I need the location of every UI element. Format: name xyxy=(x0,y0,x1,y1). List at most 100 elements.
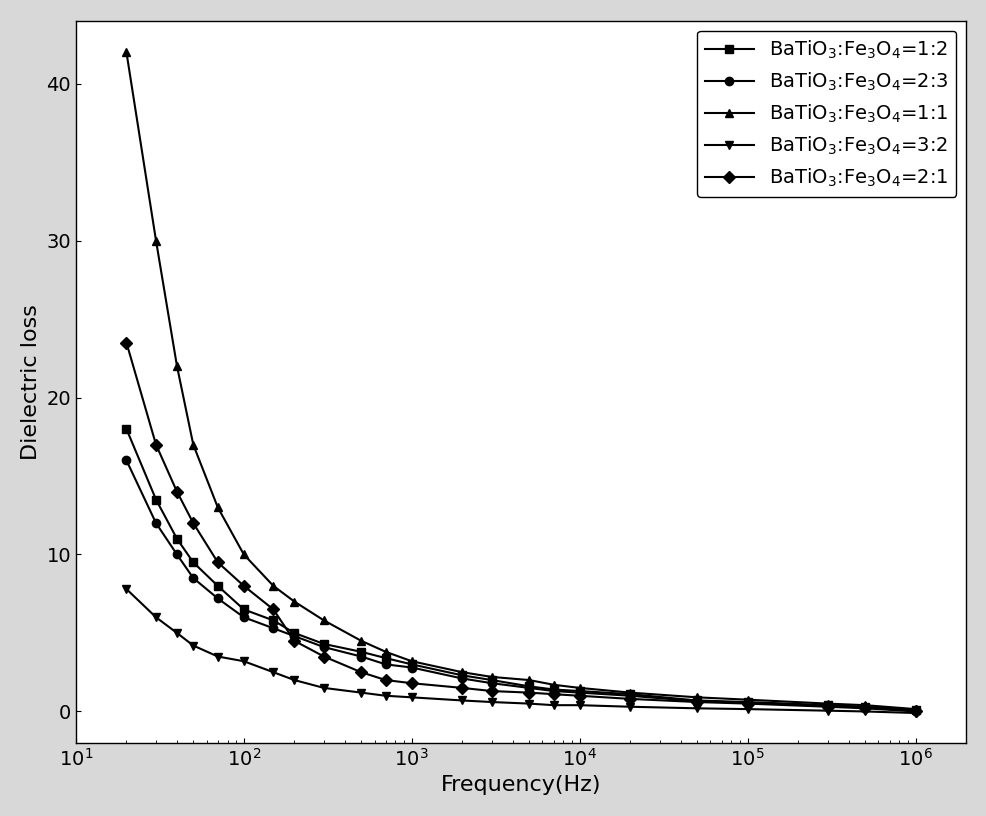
BaTiO$_3$:Fe$_3$O$_4$=2:3 xyxy=(238,612,249,622)
BaTiO$_3$:Fe$_3$O$_4$=1:1 xyxy=(523,675,534,685)
Line: BaTiO$_3$:Fe$_3$O$_4$=2:1: BaTiO$_3$:Fe$_3$O$_4$=2:1 xyxy=(122,339,919,716)
BaTiO$_3$:Fe$_3$O$_4$=2:3 xyxy=(317,642,329,652)
BaTiO$_3$:Fe$_3$O$_4$=1:1 xyxy=(380,647,391,657)
BaTiO$_3$:Fe$_3$O$_4$=2:3 xyxy=(858,703,870,712)
BaTiO$_3$:Fe$_3$O$_4$=3:2 xyxy=(120,584,132,594)
BaTiO$_3$:Fe$_3$O$_4$=2:3 xyxy=(523,683,534,693)
BaTiO$_3$:Fe$_3$O$_4$=3:2 xyxy=(547,700,559,710)
BaTiO$_3$:Fe$_3$O$_4$=1:1 xyxy=(485,672,497,682)
BaTiO$_3$:Fe$_3$O$_4$=2:1 xyxy=(456,683,467,693)
BaTiO$_3$:Fe$_3$O$_4$=1:2 xyxy=(267,615,279,625)
BaTiO$_3$:Fe$_3$O$_4$=1:2 xyxy=(690,695,702,705)
BaTiO$_3$:Fe$_3$O$_4$=2:1 xyxy=(573,691,585,701)
BaTiO$_3$:Fe$_3$O$_4$=2:3 xyxy=(288,632,300,641)
BaTiO$_3$:Fe$_3$O$_4$=2:3 xyxy=(212,593,224,603)
BaTiO$_3$:Fe$_3$O$_4$=2:3 xyxy=(267,623,279,633)
Line: BaTiO$_3$:Fe$_3$O$_4$=1:2: BaTiO$_3$:Fe$_3$O$_4$=1:2 xyxy=(122,425,919,714)
BaTiO$_3$:Fe$_3$O$_4$=3:2 xyxy=(624,702,636,712)
BaTiO$_3$:Fe$_3$O$_4$=1:1 xyxy=(238,550,249,560)
BaTiO$_3$:Fe$_3$O$_4$=2:3 xyxy=(405,663,417,672)
BaTiO$_3$:Fe$_3$O$_4$=1:1 xyxy=(405,656,417,666)
BaTiO$_3$:Fe$_3$O$_4$=2:3 xyxy=(456,673,467,683)
BaTiO$_3$:Fe$_3$O$_4$=3:2 xyxy=(405,693,417,703)
BaTiO$_3$:Fe$_3$O$_4$=1:1 xyxy=(456,667,467,677)
BaTiO$_3$:Fe$_3$O$_4$=1:1 xyxy=(317,615,329,625)
BaTiO$_3$:Fe$_3$O$_4$=3:2 xyxy=(288,675,300,685)
BaTiO$_3$:Fe$_3$O$_4$=2:1 xyxy=(171,487,182,497)
BaTiO$_3$:Fe$_3$O$_4$=1:2 xyxy=(150,494,162,504)
BaTiO$_3$:Fe$_3$O$_4$=2:1 xyxy=(909,707,921,716)
BaTiO$_3$:Fe$_3$O$_4$=1:1 xyxy=(212,503,224,512)
BaTiO$_3$:Fe$_3$O$_4$=2:3 xyxy=(171,550,182,560)
BaTiO$_3$:Fe$_3$O$_4$=3:2 xyxy=(456,695,467,705)
BaTiO$_3$:Fe$_3$O$_4$=1:2 xyxy=(288,628,300,638)
BaTiO$_3$:Fe$_3$O$_4$=3:2 xyxy=(821,706,833,716)
BaTiO$_3$:Fe$_3$O$_4$=1:2 xyxy=(858,702,870,712)
BaTiO$_3$:Fe$_3$O$_4$=2:3 xyxy=(187,573,199,583)
BaTiO$_3$:Fe$_3$O$_4$=2:3 xyxy=(690,696,702,706)
BaTiO$_3$:Fe$_3$O$_4$=2:3 xyxy=(547,686,559,696)
BaTiO$_3$:Fe$_3$O$_4$=1:1 xyxy=(624,688,636,698)
BaTiO$_3$:Fe$_3$O$_4$=1:1 xyxy=(690,693,702,703)
BaTiO$_3$:Fe$_3$O$_4$=1:1 xyxy=(355,636,367,645)
BaTiO$_3$:Fe$_3$O$_4$=1:1 xyxy=(547,680,559,690)
BaTiO$_3$:Fe$_3$O$_4$=2:1 xyxy=(238,581,249,591)
BaTiO$_3$:Fe$_3$O$_4$=1:2 xyxy=(317,639,329,649)
BaTiO$_3$:Fe$_3$O$_4$=3:2 xyxy=(858,707,870,716)
BaTiO$_3$:Fe$_3$O$_4$=1:2 xyxy=(485,675,497,685)
Y-axis label: Dielectric loss: Dielectric loss xyxy=(21,304,40,459)
BaTiO$_3$:Fe$_3$O$_4$=3:2 xyxy=(355,688,367,698)
BaTiO$_3$:Fe$_3$O$_4$=2:3 xyxy=(741,698,753,707)
BaTiO$_3$:Fe$_3$O$_4$=3:2 xyxy=(741,704,753,714)
Line: BaTiO$_3$:Fe$_3$O$_4$=3:2: BaTiO$_3$:Fe$_3$O$_4$=3:2 xyxy=(122,585,919,717)
BaTiO$_3$:Fe$_3$O$_4$=1:2 xyxy=(547,685,559,694)
BaTiO$_3$:Fe$_3$O$_4$=2:1 xyxy=(317,652,329,662)
BaTiO$_3$:Fe$_3$O$_4$=2:1 xyxy=(187,518,199,528)
BaTiO$_3$:Fe$_3$O$_4$=1:1 xyxy=(150,236,162,246)
BaTiO$_3$:Fe$_3$O$_4$=2:1 xyxy=(485,686,497,696)
BaTiO$_3$:Fe$_3$O$_4$=2:1 xyxy=(150,440,162,450)
BaTiO$_3$:Fe$_3$O$_4$=2:1 xyxy=(858,703,870,713)
BaTiO$_3$:Fe$_3$O$_4$=3:2 xyxy=(380,691,391,701)
BaTiO$_3$:Fe$_3$O$_4$=2:3 xyxy=(573,688,585,698)
BaTiO$_3$:Fe$_3$O$_4$=1:1 xyxy=(288,596,300,606)
BaTiO$_3$:Fe$_3$O$_4$=3:2 xyxy=(317,683,329,693)
BaTiO$_3$:Fe$_3$O$_4$=1:1 xyxy=(821,698,833,708)
BaTiO$_3$:Fe$_3$O$_4$=1:2 xyxy=(456,671,467,681)
X-axis label: Frequency(Hz): Frequency(Hz) xyxy=(441,775,600,795)
Line: BaTiO$_3$:Fe$_3$O$_4$=1:1: BaTiO$_3$:Fe$_3$O$_4$=1:1 xyxy=(122,48,919,713)
BaTiO$_3$:Fe$_3$O$_4$=1:1 xyxy=(267,581,279,591)
BaTiO$_3$:Fe$_3$O$_4$=1:2 xyxy=(741,697,753,707)
BaTiO$_3$:Fe$_3$O$_4$=1:1 xyxy=(120,47,132,57)
BaTiO$_3$:Fe$_3$O$_4$=3:2 xyxy=(150,612,162,622)
BaTiO$_3$:Fe$_3$O$_4$=2:3 xyxy=(380,659,391,669)
BaTiO$_3$:Fe$_3$O$_4$=1:2 xyxy=(821,700,833,710)
BaTiO$_3$:Fe$_3$O$_4$=3:2 xyxy=(238,656,249,666)
BaTiO$_3$:Fe$_3$O$_4$=1:1 xyxy=(171,361,182,371)
BaTiO$_3$:Fe$_3$O$_4$=1:2 xyxy=(405,659,417,669)
BaTiO$_3$:Fe$_3$O$_4$=2:1 xyxy=(120,338,132,348)
BaTiO$_3$:Fe$_3$O$_4$=1:2 xyxy=(187,557,199,567)
BaTiO$_3$:Fe$_3$O$_4$=1:1 xyxy=(187,440,199,450)
BaTiO$_3$:Fe$_3$O$_4$=3:2 xyxy=(573,700,585,710)
Legend: BaTiO$_3$:Fe$_3$O$_4$=1:2, BaTiO$_3$:Fe$_3$O$_4$=2:3, BaTiO$_3$:Fe$_3$O$_4$=1:1,: BaTiO$_3$:Fe$_3$O$_4$=1:2, BaTiO$_3$:Fe$… xyxy=(696,30,955,197)
BaTiO$_3$:Fe$_3$O$_4$=1:2 xyxy=(573,686,585,696)
BaTiO$_3$:Fe$_3$O$_4$=3:2 xyxy=(171,628,182,638)
BaTiO$_3$:Fe$_3$O$_4$=2:3 xyxy=(120,455,132,465)
Line: BaTiO$_3$:Fe$_3$O$_4$=2:3: BaTiO$_3$:Fe$_3$O$_4$=2:3 xyxy=(122,456,919,715)
BaTiO$_3$:Fe$_3$O$_4$=1:2 xyxy=(120,424,132,434)
BaTiO$_3$:Fe$_3$O$_4$=1:1 xyxy=(741,694,753,704)
BaTiO$_3$:Fe$_3$O$_4$=3:2 xyxy=(267,667,279,677)
BaTiO$_3$:Fe$_3$O$_4$=1:2 xyxy=(624,690,636,699)
BaTiO$_3$:Fe$_3$O$_4$=3:2 xyxy=(485,697,497,707)
BaTiO$_3$:Fe$_3$O$_4$=2:1 xyxy=(547,690,559,699)
BaTiO$_3$:Fe$_3$O$_4$=1:2 xyxy=(171,534,182,543)
BaTiO$_3$:Fe$_3$O$_4$=2:3 xyxy=(150,518,162,528)
BaTiO$_3$:Fe$_3$O$_4$=2:1 xyxy=(821,702,833,712)
BaTiO$_3$:Fe$_3$O$_4$=2:3 xyxy=(355,652,367,662)
BaTiO$_3$:Fe$_3$O$_4$=2:1 xyxy=(523,688,534,698)
BaTiO$_3$:Fe$_3$O$_4$=1:2 xyxy=(909,705,921,715)
BaTiO$_3$:Fe$_3$O$_4$=1:1 xyxy=(858,700,870,710)
BaTiO$_3$:Fe$_3$O$_4$=2:1 xyxy=(741,698,753,708)
BaTiO$_3$:Fe$_3$O$_4$=1:2 xyxy=(380,653,391,663)
